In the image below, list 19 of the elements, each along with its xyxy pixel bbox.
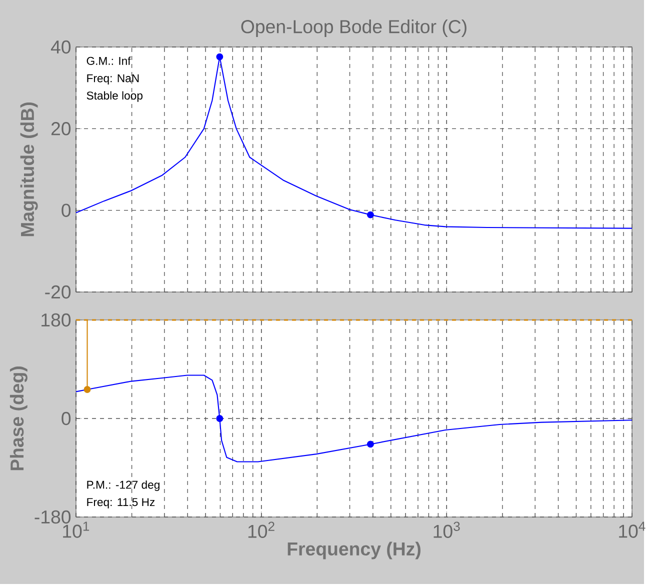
- x-tick-label: 10$^{4}$: [619, 522, 646, 538]
- y-axis-title: Phase (deg): [10, 366, 28, 470]
- annotation: P.M.: -127 deg: [87, 480, 160, 492]
- chart-title: Open-Loop Bode Editor (C): [241, 20, 466, 37]
- x-tick-label: 10$^{3}$: [434, 522, 460, 538]
- annotation: G.M.: Inf: [86, 56, 131, 65]
- annotation: Freq: NaN: [87, 74, 139, 84]
- annotation: Freq: 11.5 Hz: [87, 498, 155, 508]
- y-tick-label: -180: [34, 510, 71, 524]
- y-tick-label: 20: [51, 122, 71, 136]
- x-tick-label: 10$^{2}$: [248, 522, 274, 538]
- y-axis-title: Magnitude (dB): [20, 102, 38, 236]
- y-tick-label: -20: [45, 285, 71, 299]
- annotation: Stable loop: [86, 91, 142, 102]
- y-tick-label: 180: [42, 313, 71, 327]
- y-tick-label: 40: [50, 40, 71, 54]
- y-tick-label: 0: [62, 204, 71, 217]
- x-axis-title: Frequency (Hz): [288, 542, 420, 560]
- y-tick-label: 0: [62, 412, 71, 426]
